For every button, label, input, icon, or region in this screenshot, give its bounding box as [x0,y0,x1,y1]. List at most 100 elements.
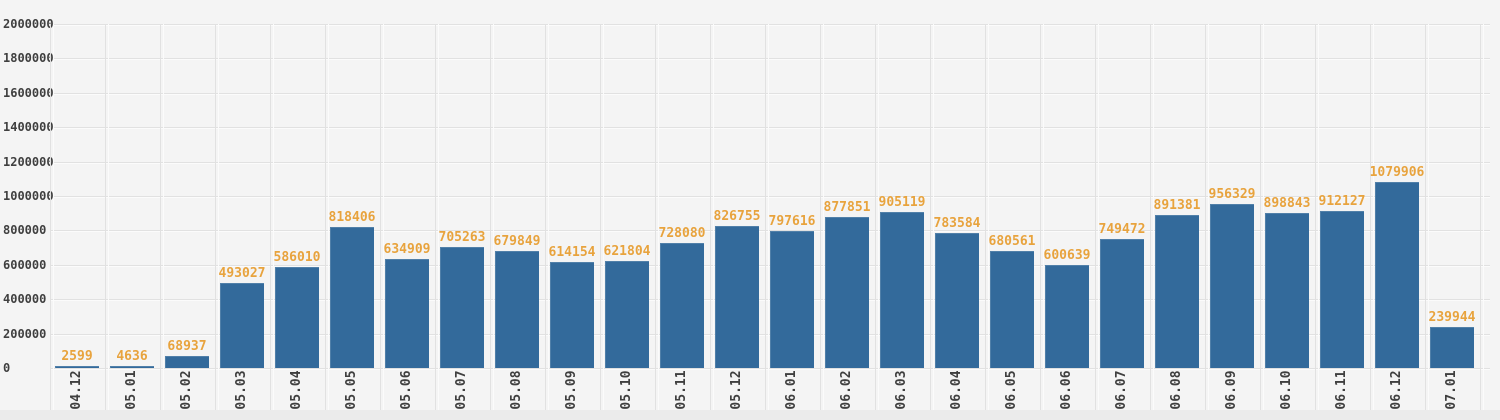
bar-value-label: 826755 [713,209,761,224]
bar [440,247,484,368]
y-axis-tick-label: 400000 [3,292,47,306]
v-gridline [1260,24,1261,410]
v-gridline [655,24,656,410]
h-gridline [50,368,1490,369]
v-gridline [985,24,986,410]
x-axis-tick-label: 06.05 [1004,370,1019,410]
v-gridline [1480,24,1481,410]
x-axis-tick-label: 05.03 [234,370,249,410]
bar [1320,211,1364,368]
x-axis-tick-label: 06.10 [1279,370,1294,410]
v-gridline [490,24,491,410]
bar-value-label: 877851 [823,200,871,215]
v-gridline [215,24,216,410]
x-axis-tick-label: 05.10 [619,370,634,410]
bar-value-label: 956329 [1208,187,1256,202]
v-gridline [710,24,711,410]
bar [715,226,759,368]
v-gridline [1205,24,1206,410]
bar [935,233,979,368]
bar-value-label: 586010 [273,250,321,265]
bar-value-label: 4636 [116,349,148,364]
x-axis-tick-label: 06.01 [784,370,799,410]
bar [385,259,429,368]
v-gridline [270,24,271,410]
x-axis-tick-label: 05.11 [674,370,689,410]
v-gridline [435,24,436,410]
bar-value-label: 680561 [988,234,1036,249]
bar [1100,239,1144,368]
bar-value-label: 68937 [167,339,207,354]
v-gridline [1370,24,1371,410]
bar-value-label: 1079906 [1369,165,1425,180]
bar [165,356,209,368]
x-axis-tick-label: 05.04 [289,370,304,410]
y-axis-tick-label: 1800000 [3,51,54,65]
bar-value-label: 891381 [1153,198,1201,213]
bar [660,243,704,368]
v-gridline [105,24,106,410]
h-gridline [50,58,1490,59]
x-axis-tick-label: 05.01 [124,370,139,410]
x-axis-tick-label: 06.04 [949,370,964,410]
bar [1045,265,1089,368]
x-axis-tick-label: 05.06 [399,370,414,410]
v-gridline [875,24,876,410]
v-gridline [765,24,766,410]
bar-value-label: 614154 [548,245,596,260]
h-gridline [50,24,1490,25]
y-axis-tick-label: 200000 [3,327,47,341]
x-axis-tick-label: 04.12 [69,370,84,410]
y-axis-tick-label: 2000000 [3,17,54,31]
y-axis-tick-label: 1600000 [3,86,54,100]
bar [825,217,869,368]
bar-value-label: 705263 [438,230,486,245]
x-axis-tick-label: 06.11 [1334,370,1349,410]
y-axis-tick-label: 0 [3,361,11,375]
bar [55,366,99,368]
bar-value-label: 493027 [218,266,266,281]
x-axis-tick-label: 06.06 [1059,370,1074,410]
x-axis-tick-label: 05.05 [344,370,359,410]
h-gridline [50,162,1490,163]
bar [275,267,319,368]
bar-value-label: 621804 [603,244,651,259]
bar [330,227,374,368]
v-gridline [160,24,161,410]
bar-value-label: 905119 [878,195,926,210]
bar [1155,215,1199,368]
x-axis-tick-label: 06.08 [1169,370,1184,410]
bar [1375,182,1419,368]
bar [880,212,924,368]
x-axis-tick-label: 05.07 [454,370,469,410]
x-axis-tick-label: 05.09 [564,370,579,410]
h-gridline [50,127,1490,128]
h-gridline [50,93,1490,94]
bar [110,366,154,368]
footer-strip [0,410,1500,420]
bar-value-label: 749472 [1098,222,1146,237]
x-axis-tick-label: 05.12 [729,370,744,410]
bar [770,231,814,368]
x-axis-tick-label: 05.02 [179,370,194,410]
bar [1210,204,1254,368]
v-gridline [600,24,601,410]
bar-value-label: 600639 [1043,248,1091,263]
y-axis-tick-label: 1000000 [3,189,54,203]
h-gridline [50,230,1490,231]
h-gridline [50,196,1490,197]
x-axis-tick-label: 06.03 [894,370,909,410]
y-axis-tick-label: 600000 [3,258,47,272]
bar-value-label: 912127 [1318,194,1366,209]
bar [220,283,264,368]
bar-value-label: 783584 [933,216,981,231]
x-axis-tick-label: 07.01 [1444,370,1459,410]
v-gridline [930,24,931,410]
y-axis-tick-label: 1400000 [3,120,54,134]
v-gridline [1095,24,1096,410]
bar-value-label: 728080 [658,226,706,241]
x-axis-tick-label: 06.02 [839,370,854,410]
bar [990,251,1034,368]
bar-value-label: 2599 [61,349,93,364]
